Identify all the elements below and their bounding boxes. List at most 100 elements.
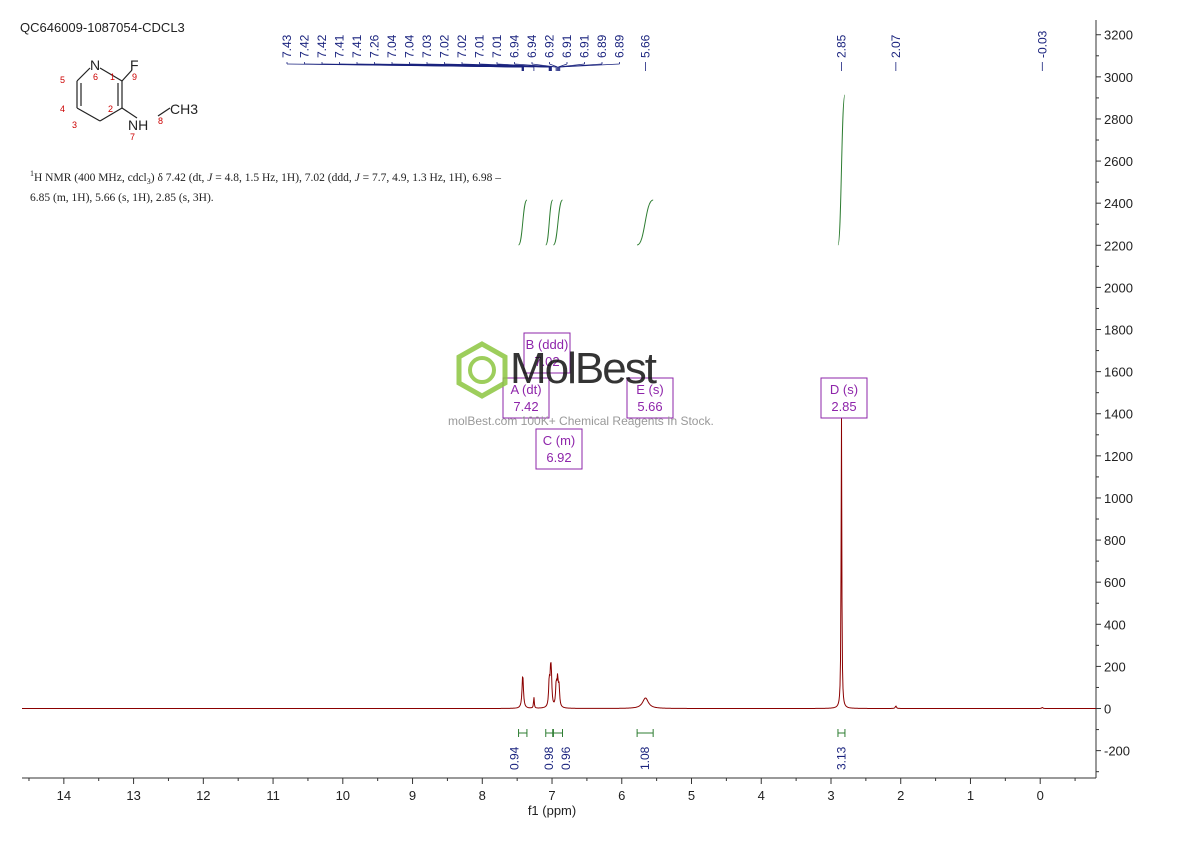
atom-label: NH	[128, 117, 148, 133]
peak-pick-label: 2.85	[834, 34, 848, 58]
integral-curve	[552, 199, 563, 246]
x-tick-label: 3	[827, 788, 834, 803]
y-tick-label: 1400	[1104, 407, 1133, 422]
y-tick-label: 2600	[1104, 154, 1133, 169]
x-tick-label: 2	[897, 788, 904, 803]
integral-value: 1.08	[638, 746, 652, 770]
peak-pick-label: 7.26	[368, 34, 382, 58]
watermark-brand: MolBest	[510, 344, 657, 393]
x-tick-label: 8	[479, 788, 486, 803]
y-tick-label: 600	[1104, 575, 1126, 590]
x-tick-label: 1	[967, 788, 974, 803]
sample-id: QC646009-1087054-CDCL3	[20, 20, 185, 35]
peak-pick-label: 7.43	[280, 34, 294, 58]
x-tick-label: 9	[409, 788, 416, 803]
y-tick-label: 1800	[1104, 323, 1133, 338]
integral-curve	[636, 199, 654, 246]
multiplet-shift: 2.85	[831, 399, 856, 414]
peak-pick-connector	[531, 63, 557, 68]
y-tick-label: 2000	[1104, 280, 1133, 295]
multiplet-box-frame	[820, 377, 868, 419]
peak-pick-connector	[559, 63, 620, 68]
multiplet-box-frame	[523, 332, 571, 374]
x-tick-label: 6	[618, 788, 625, 803]
x-tick-label: 14	[57, 788, 71, 803]
peak-pick-label: 7.41	[333, 34, 347, 58]
description-line-2: 6.85 (m, 1H), 5.66 (s, 1H), 2.85 (s, 3H)…	[30, 192, 214, 205]
y-tick-label: 2800	[1104, 112, 1133, 127]
x-axis-label: f1 (ppm)	[528, 803, 576, 818]
y-tick-label: 1000	[1104, 491, 1133, 506]
peak-pick-label: 7.04	[403, 34, 417, 58]
multiplet-shift: 5.66	[637, 399, 662, 414]
peak-pick-label: 2.07	[889, 34, 903, 58]
peak-pick-label: 6.92	[543, 34, 557, 58]
ring-number: 2	[108, 104, 113, 114]
peak-pick-label: 7.41	[350, 34, 364, 58]
y-tick-label: 2400	[1104, 196, 1133, 211]
peak-pick-label: 6.91	[560, 34, 574, 58]
x-tick-label: 5	[688, 788, 695, 803]
multiplet-box-frame	[502, 377, 550, 419]
molecule-structure: N 6 F 9 NH 7 CH3 8 1 2 3 4 5	[60, 57, 198, 142]
y-tick-label: 0	[1104, 702, 1111, 717]
multiplet-box: C (m) 6.92	[535, 428, 583, 470]
integral-curve	[545, 199, 554, 246]
y-tick-label: 2200	[1104, 238, 1133, 253]
x-tick-label: 11	[266, 788, 280, 803]
x-tick-label: 7	[548, 788, 555, 803]
multiplet-shift: 6.92	[546, 450, 571, 465]
y-tick-label: -200	[1104, 744, 1130, 759]
peak-pick-label: 6.91	[578, 34, 592, 58]
nmr-description: 1H NMR (400 MHz, cdcl3) δ 7.42 (dt, J = …	[30, 166, 590, 206]
x-tick-label: 12	[196, 788, 210, 803]
x-tick-label: 0	[1037, 788, 1044, 803]
y-tick-label: 3200	[1104, 28, 1133, 43]
atom-number: 7	[130, 132, 135, 142]
multiplet-box: B (ddd) 7.02	[523, 332, 571, 374]
multiplet-box: D (s) 2.85	[820, 377, 868, 419]
y-tick-label: 800	[1104, 533, 1126, 548]
atom-number: 8	[158, 116, 163, 126]
peak-pick-label: 5.66	[638, 34, 652, 58]
peak-pick-label: 6.89	[595, 34, 609, 58]
y-tick-label: 1200	[1104, 449, 1133, 464]
integral-value: 0.94	[508, 746, 522, 770]
multiplet-label: C (m)	[543, 433, 576, 448]
multiplet-box: E (s) 5.66	[626, 377, 674, 419]
peak-pick-label: 7.01	[473, 34, 487, 58]
multiplet-box: A (dt) 7.42	[502, 377, 550, 419]
description-line-1: 1H NMR (400 MHz, cdcl3) δ 7.42 (dt, J = …	[30, 169, 502, 187]
multiplet-label: E (s)	[636, 382, 663, 397]
ring-bonds	[76, 67, 171, 122]
peak-pick-label: 7.01	[490, 34, 504, 58]
x-tick-label: 4	[758, 788, 765, 803]
multiplet-label: D (s)	[830, 382, 858, 397]
peak-pick-label: 6.94	[525, 34, 539, 58]
atom-label: F	[130, 57, 139, 73]
integral-curve	[518, 199, 528, 246]
peak-pick-label: 7.42	[298, 34, 312, 58]
peak-pick-label: 7.04	[385, 34, 399, 58]
multiplet-box-frame	[535, 428, 583, 470]
atom-label: N	[90, 57, 100, 73]
x-tick-label: 13	[126, 788, 140, 803]
integral-value: 0.98	[542, 746, 556, 770]
peak-pick-label: 6.89	[613, 34, 627, 58]
multiplet-label: B (ddd)	[526, 337, 569, 352]
y-tick-label: 1600	[1104, 365, 1133, 380]
peak-pick-label: 7.03	[420, 34, 434, 58]
molbest-logo-icon	[456, 341, 508, 399]
multiplet-label: A (dt)	[510, 382, 541, 397]
x-tick-label: 10	[336, 788, 350, 803]
y-tick-label: 400	[1104, 617, 1126, 632]
y-tick-label: 3000	[1104, 70, 1133, 85]
ring-number: 3	[72, 120, 77, 130]
peak-pick-label: 7.02	[438, 34, 452, 58]
watermark-tagline: molBest.com 100K+ Chemical Reagents In S…	[448, 414, 714, 428]
ring-number: 5	[60, 75, 65, 85]
atom-number: 9	[132, 72, 137, 82]
integral-value: 3.13	[834, 746, 848, 770]
